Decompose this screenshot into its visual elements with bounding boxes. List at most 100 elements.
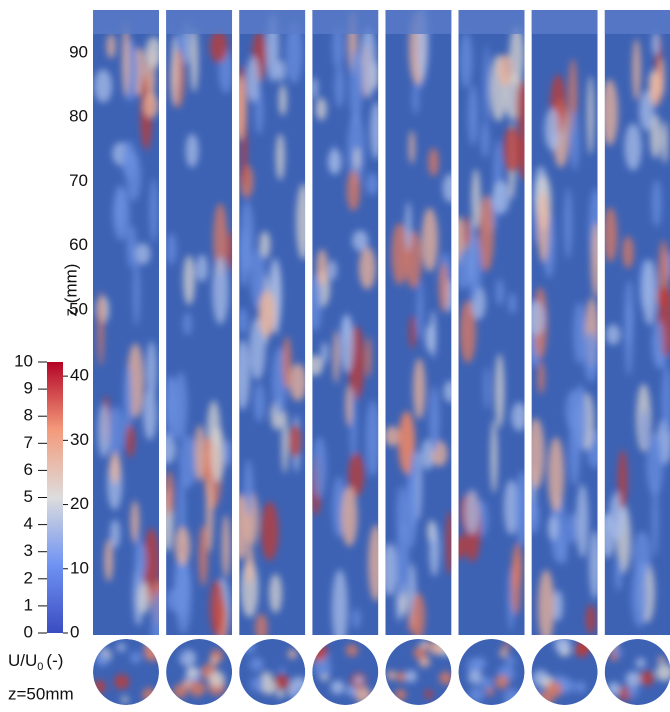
field-blob: [123, 365, 133, 440]
field-blob: [97, 404, 111, 458]
field-blob: [370, 101, 379, 160]
field-blob: [106, 33, 116, 59]
field-blob: [537, 361, 545, 395]
field-blob: [510, 555, 521, 615]
panel: [604, 10, 670, 635]
z-tick-label: 60: [69, 235, 88, 254]
z-axis-label: z (mm): [61, 264, 80, 317]
colorbar-right-label: 40: [70, 366, 89, 385]
field-blob: [576, 484, 589, 558]
field-blob: [259, 231, 271, 259]
field-blob: [642, 259, 657, 326]
field-blob: [183, 312, 192, 336]
section-blob: [503, 689, 522, 705]
colorbar-left-label: 1: [24, 595, 33, 614]
field-blob: [246, 56, 260, 103]
field-blob: [122, 21, 130, 97]
colorbar-left-label: 4: [24, 514, 33, 533]
field-blob: [133, 260, 140, 327]
field-blob: [171, 35, 178, 106]
section-blob: [506, 656, 516, 666]
panel: [385, 10, 452, 635]
panel-top: [604, 10, 670, 34]
section-blob: [468, 670, 483, 685]
field-blob: [365, 336, 372, 378]
field-blob: [198, 524, 208, 587]
field-blob: [239, 339, 251, 411]
field-blob: [411, 592, 426, 635]
field-blob: [583, 331, 598, 383]
colorbar-left-label: 7: [24, 433, 33, 452]
section-blob: [179, 649, 197, 667]
field-blob: [179, 435, 197, 489]
field-blob: [328, 260, 337, 281]
label-sub: 0: [37, 661, 43, 673]
section-blob: [439, 671, 452, 685]
section-blob: [626, 685, 639, 698]
section-blob: [625, 671, 642, 688]
field-blob: [320, 341, 329, 364]
field-blob: [143, 93, 159, 118]
field-blob: [210, 426, 225, 483]
field-blob: [464, 489, 480, 535]
field-blob: [151, 590, 159, 635]
section: [531, 639, 598, 705]
section-label: z=50mm: [8, 684, 74, 703]
blobs: [173, 649, 226, 699]
field-blob: [655, 321, 664, 368]
field-blob: [258, 290, 276, 338]
field-blob: [531, 418, 545, 489]
field-blob: [467, 236, 482, 300]
section-blob: [404, 670, 418, 683]
section: [239, 639, 306, 705]
field-blob: [661, 121, 669, 164]
field-blob: [445, 511, 452, 576]
colorbar-right-label: 0: [70, 622, 79, 641]
section-blob: [635, 657, 646, 669]
section-blob: [502, 642, 511, 650]
colorbar-label: U/U0 (-): [8, 651, 63, 672]
field-blob: [651, 179, 662, 228]
colorbar-right-label: 10: [70, 558, 89, 577]
field-blob: [492, 180, 510, 214]
panel: [531, 10, 598, 635]
field-blob: [121, 140, 137, 179]
section-blob: [330, 680, 345, 695]
field-blob: [503, 479, 519, 535]
colorbar-left-label: 6: [24, 460, 33, 479]
field-blob: [516, 79, 525, 134]
section-blob: [396, 671, 407, 683]
section-blob: [345, 644, 358, 657]
field-blob: [348, 452, 365, 497]
section-blob: [208, 671, 225, 688]
field-blob: [385, 543, 398, 596]
field-blob: [495, 278, 505, 306]
field-blob: [458, 535, 467, 560]
panel: [312, 10, 379, 635]
field-blob: [397, 411, 416, 474]
field-blob: [631, 563, 649, 628]
colorbar-left-label: 3: [24, 541, 33, 560]
field-blob: [249, 317, 266, 381]
section-blob: [424, 689, 434, 699]
field-blob: [358, 246, 376, 290]
section-blob: [494, 675, 509, 689]
section-blob: [93, 680, 107, 694]
field-blob: [641, 409, 648, 448]
field-blob: [515, 470, 525, 547]
field-blob: [94, 69, 113, 103]
section-blob: [639, 670, 655, 686]
field-blob: [245, 544, 254, 585]
field-blob: [260, 501, 279, 561]
field-blob: [490, 419, 498, 494]
section-blob: [347, 689, 356, 697]
field-blob: [185, 133, 199, 168]
field-blob: [625, 303, 633, 377]
section-blob: [574, 643, 589, 658]
field-blob: [443, 380, 452, 403]
field-blob: [651, 31, 660, 56]
field-blob: [243, 459, 254, 518]
field-blob: [255, 613, 268, 635]
field-blob: [650, 114, 662, 159]
field-blob: [315, 97, 327, 121]
